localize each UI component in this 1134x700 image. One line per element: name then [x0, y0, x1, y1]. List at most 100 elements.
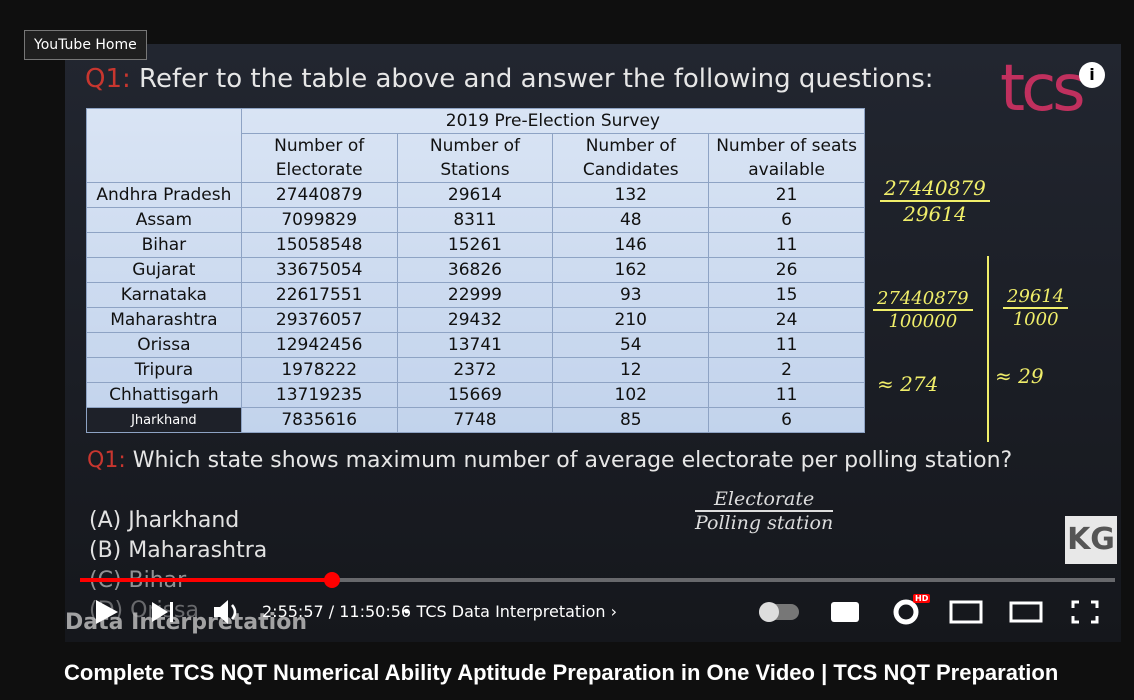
- theater-button[interactable]: [1009, 601, 1043, 623]
- value-cell: 132: [552, 182, 710, 208]
- miniplayer-button[interactable]: [949, 600, 983, 624]
- header-line: Number of: [274, 136, 365, 156]
- state-cell: Karnataka: [86, 282, 242, 308]
- note-fraction: 27440879 100000: [873, 288, 973, 332]
- value-cell: 2372: [396, 357, 554, 383]
- numerator: 27440879: [873, 288, 973, 311]
- header-line: Electorate: [275, 160, 363, 180]
- value-cell: 11: [708, 332, 865, 358]
- state-cell: Maharashtra: [86, 307, 242, 333]
- controls-right: [759, 599, 1099, 625]
- heading: Q1: Refer to the table above and answer …: [85, 64, 934, 94]
- header-line: Stations: [440, 160, 510, 180]
- value-cell: 85: [552, 407, 710, 433]
- volume-wave: [231, 604, 237, 620]
- logo: tcs: [1000, 52, 1086, 126]
- progress-played: [80, 578, 332, 582]
- table-row: Chhattisgarh 13719235 15669 102 11: [86, 382, 865, 408]
- value-cell: 22999: [396, 282, 554, 308]
- numerator: Electorate: [695, 488, 834, 512]
- value-cell: 11: [708, 232, 865, 258]
- table-row: Karnataka 22617551 22999 93 15: [86, 282, 865, 308]
- value-cell: 11: [708, 382, 865, 408]
- tooltip: YouTube Home: [24, 30, 147, 60]
- state-cell: Andhra Pradesh: [86, 182, 242, 208]
- value-cell: 7099829: [240, 207, 398, 233]
- denominator: Polling station: [695, 512, 834, 534]
- progress-track[interactable]: [80, 578, 1115, 582]
- fullscreen-button[interactable]: [1071, 600, 1099, 624]
- value-cell: 36826: [396, 257, 554, 283]
- header-cell: Number of Stations: [396, 133, 554, 183]
- hd-badge: HD: [913, 594, 931, 603]
- table-row: Andhra Pradesh 27440879 29614 132 21: [86, 182, 865, 208]
- value-cell: 33675054: [240, 257, 398, 283]
- value-cell: 146: [552, 232, 710, 258]
- table-row: Tripura 1978222 2372 12 2: [86, 357, 865, 383]
- state-cell: Chhattisgarh: [86, 382, 242, 408]
- note-approx: ≈ 29: [995, 364, 1044, 388]
- value-cell: 13719235: [240, 382, 398, 408]
- table-title: 2019 Pre-Election Survey: [240, 108, 866, 134]
- value-cell: 29432: [396, 307, 554, 333]
- value-cell: 24: [708, 307, 865, 333]
- table-row: Maharashtra 29376057 29432 210 24: [86, 307, 865, 333]
- note-approx: ≈ 274: [877, 372, 939, 396]
- value-cell: 13741: [396, 332, 554, 358]
- table-row: Bihar 15058548 15261 146 11: [86, 232, 865, 258]
- header-line: Number of seats: [716, 136, 857, 156]
- play-button[interactable]: [96, 600, 118, 624]
- table-row: Orissa 12942456 13741 54 11: [86, 332, 865, 358]
- header-line: Candidates: [582, 160, 679, 180]
- data-table: 2019 Pre-Election Survey Number of Elector…: [86, 108, 866, 433]
- value-cell: 2: [708, 357, 865, 383]
- corner-cell: [86, 108, 242, 183]
- scrubber[interactable]: [324, 572, 340, 588]
- option: (B) Maharashtra: [89, 538, 268, 563]
- numerator: 27440879: [880, 176, 990, 202]
- value-cell: 8311: [396, 207, 554, 233]
- note-formula: Electorate Polling station: [695, 488, 834, 534]
- question-prefix: Q1:: [87, 448, 126, 473]
- cc-button[interactable]: [831, 602, 859, 622]
- note-fraction: 27440879 29614: [880, 176, 990, 226]
- value-cell: 21: [708, 182, 865, 208]
- header-cell: Number of Candidates: [552, 133, 710, 183]
- value-cell: 15058548: [240, 232, 398, 258]
- value-cell: 1978222: [240, 357, 398, 383]
- value-cell: 15: [708, 282, 865, 308]
- state-cell: Tripura: [86, 357, 242, 383]
- value-cell: 7748: [396, 407, 554, 433]
- value-cell: 210: [552, 307, 710, 333]
- value-cell: 93: [552, 282, 710, 308]
- toggle-knob: [759, 602, 779, 622]
- header-cell: Number of Electorate: [240, 133, 398, 183]
- controls-left: [96, 600, 237, 624]
- state-cell: Jharkhand: [86, 407, 242, 433]
- header-cell: Number of seats available: [708, 133, 865, 183]
- question: Q1: Which state shows maximum number of …: [87, 448, 1012, 473]
- settings-button[interactable]: [893, 599, 919, 625]
- volume-button[interactable]: [214, 600, 228, 624]
- heading-prefix: Q1:: [85, 64, 131, 94]
- numerator: 29614: [1003, 286, 1069, 309]
- value-cell: 27440879: [240, 182, 398, 208]
- value-cell: 15669: [396, 382, 554, 408]
- question-text: Which state shows maximum number of aver…: [132, 448, 1013, 473]
- info-button[interactable]: i: [1079, 62, 1105, 88]
- state-cell: Bihar: [86, 232, 242, 258]
- header-row: Number of Electorate Number of Stations Numb…: [87, 133, 865, 183]
- value-cell: 162: [552, 257, 710, 283]
- next-button[interactable]: [152, 602, 168, 622]
- state-cell: Assam: [86, 207, 242, 233]
- video-title: Complete TCS NQT Numerical Ability Aptit…: [64, 660, 1059, 685]
- chapter[interactable]: • TCS Data Interpretation ›: [402, 602, 618, 621]
- option: (A) Jharkhand: [89, 508, 240, 533]
- time: 2:55:57 / 11:50:56: [262, 602, 412, 621]
- state-cell: Orissa: [86, 332, 242, 358]
- video-frame[interactable]: Q1: Refer to the table above and answer …: [65, 44, 1121, 642]
- header-line: Number of: [429, 136, 521, 156]
- value-cell: 15261: [396, 232, 554, 258]
- state-cell: Gujarat: [86, 257, 242, 283]
